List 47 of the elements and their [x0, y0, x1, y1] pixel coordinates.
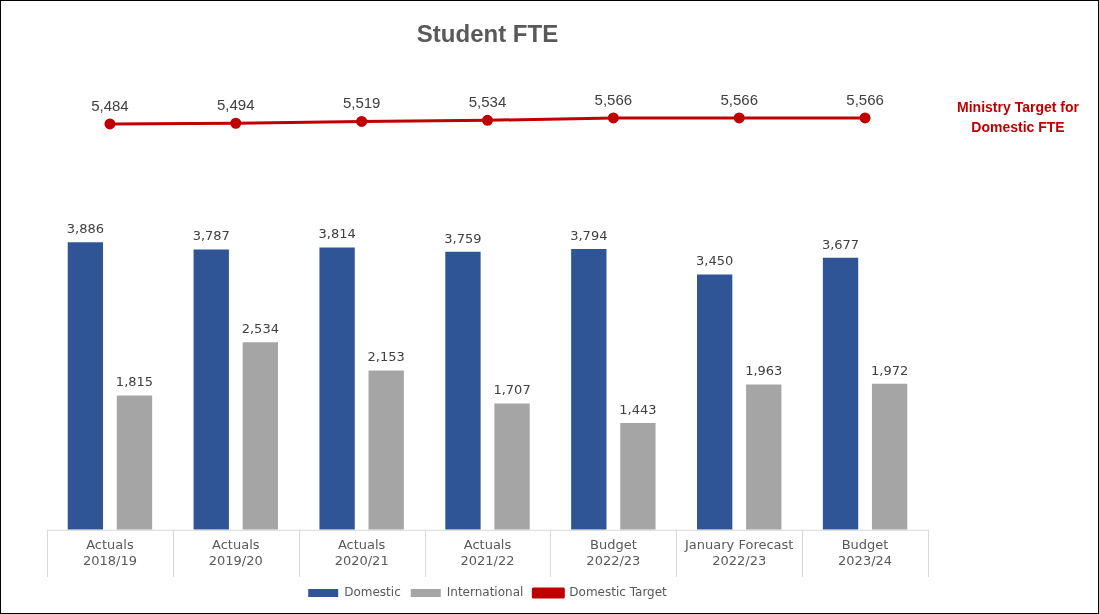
bar	[746, 384, 782, 530]
data-label: 2,153	[367, 349, 405, 365]
data-label: 1,815	[115, 374, 154, 390]
data-label: 5,534	[468, 92, 507, 110]
x-tick-label: Actuals 2021/22	[460, 536, 515, 568]
legend-label: Domestic	[344, 585, 401, 600]
data-label: 3,814	[318, 226, 356, 242]
legend-label: International	[446, 585, 524, 600]
x-tick-label: Budget 2023/24	[838, 536, 893, 568]
bar	[494, 403, 530, 530]
data-label: 1,443	[619, 401, 657, 417]
data-label: 3,759	[444, 230, 482, 246]
x-tick-label: January Forecast 2022/23	[684, 536, 794, 568]
x-tick-label: Budget 2022/23	[586, 536, 641, 568]
bar	[368, 370, 404, 530]
data-label: 5,566	[720, 90, 758, 108]
data-label: 3,787	[192, 228, 230, 244]
bar	[193, 249, 229, 530]
data-label: 5,566	[594, 90, 633, 108]
data-label: 3,794	[570, 227, 608, 243]
x-tick-label: Actuals 2019/20	[208, 536, 263, 568]
data-label: 2,534	[241, 321, 279, 337]
data-label: 1,963	[745, 363, 783, 379]
data-label: 3,677	[821, 236, 860, 252]
legend-label: Domestic Target	[569, 585, 668, 600]
bar	[319, 247, 355, 530]
bar	[822, 257, 859, 530]
bar	[697, 274, 733, 530]
bar	[871, 383, 908, 530]
data-label: 5,484	[91, 96, 129, 114]
data-label: 5,566	[846, 90, 884, 108]
data-label: 3,886	[66, 221, 104, 237]
bar	[620, 423, 656, 530]
bar	[571, 249, 607, 530]
bar	[445, 251, 481, 530]
bar	[242, 342, 278, 530]
data-label: 5,494	[217, 95, 255, 113]
x-tick-label: Actuals 2020/21	[334, 536, 389, 568]
chart-title: Student FTE	[416, 20, 559, 48]
bar	[116, 395, 153, 530]
bar	[67, 242, 104, 530]
data-label: 5,519	[342, 94, 381, 112]
text: Ministry Target for Domestic FTE	[957, 98, 1080, 135]
data-label: 3,450	[696, 253, 734, 269]
data-label: 1,707	[493, 382, 531, 398]
x-tick-label: Actuals 2018/19	[82, 536, 137, 568]
data-label: 1,972	[871, 362, 909, 378]
